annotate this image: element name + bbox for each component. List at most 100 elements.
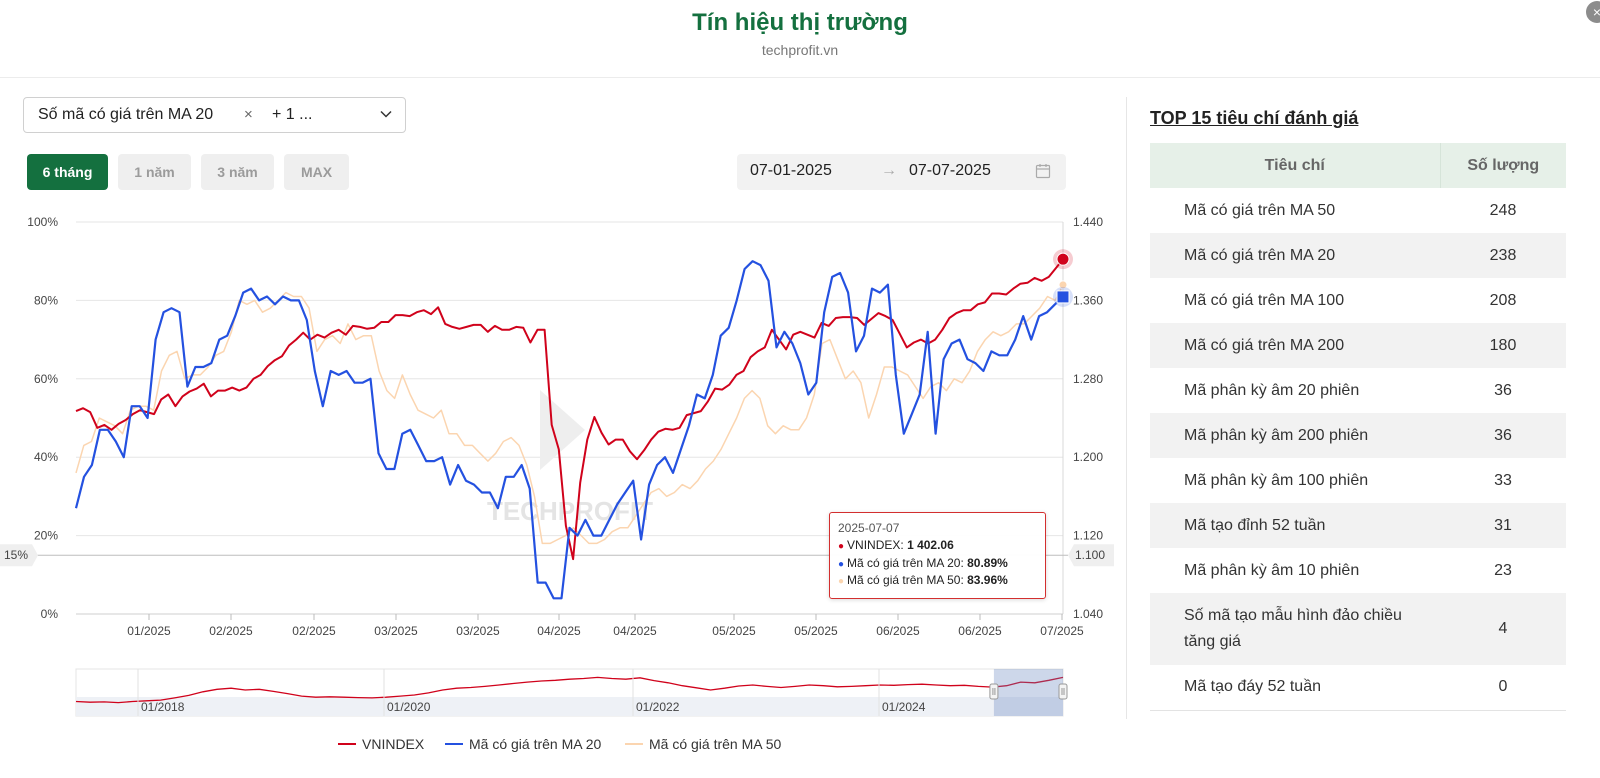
criteria-count: 0 <box>1440 665 1566 711</box>
criteria-count: 180 <box>1440 323 1566 368</box>
legend-line-icon <box>445 743 463 746</box>
table-row[interactable]: Mã có giá trên MA 200 180 <box>1150 323 1566 368</box>
x-tick-label: 05/2025 <box>712 624 756 638</box>
criteria-count: 36 <box>1494 381 1512 399</box>
column-header-criteria[interactable]: Tiêu chí <box>1150 143 1441 188</box>
metric-select[interactable]: Số mã có giá trên MA 20 × + 1 ... <box>23 97 406 133</box>
tooltip-label: Mã có giá trên MA 20: <box>847 556 968 570</box>
tooltip-value: 80.89% <box>967 556 1008 570</box>
y-right-tick-label: 1.440 <box>1073 215 1103 229</box>
remove-tag-icon[interactable]: × <box>244 106 253 123</box>
page-header: Tín hiệu thị trường techprofit.vn <box>0 0 1600 78</box>
criteria-count: 31 <box>1440 503 1566 548</box>
panel-divider <box>1126 97 1127 719</box>
table-row[interactable]: Mã phân kỳ âm 20 phiên 36 <box>1150 368 1566 413</box>
crosshair-right-label: 1.100 <box>1075 548 1105 562</box>
y-left-tick-label: 100% <box>27 215 58 229</box>
column-header-count[interactable]: Số lượng <box>1440 143 1566 188</box>
legend-line-icon <box>338 743 356 746</box>
y-right-tick-label: 1.360 <box>1073 293 1103 307</box>
criteria-name: Mã có giá trên MA 50 <box>1184 201 1336 219</box>
range-button-1y[interactable]: 1 năm <box>118 154 191 190</box>
table-row[interactable]: Mã có giá trên MA 100 208 <box>1150 278 1566 323</box>
range-button-3y[interactable]: 3 năm <box>201 154 274 190</box>
criteria-count: 23 <box>1494 561 1512 579</box>
more-tags-label: + 1 ... <box>272 106 313 123</box>
date-arrow: → <box>881 162 897 179</box>
navigator-selection <box>993 669 1063 716</box>
legend-label: Mã có giá trên MA 20 <box>469 736 602 752</box>
tooltip-label: VNINDEX: <box>847 538 908 552</box>
x-tick-label: 01/2025 <box>127 624 171 638</box>
criteria-name: Mã phân kỳ âm 100 phiên <box>1184 471 1369 489</box>
x-tick-label: 05/2025 <box>794 624 838 638</box>
legend-item-vnindex[interactable]: VNINDEX <box>338 736 424 752</box>
range-button-max[interactable]: MAX <box>284 154 349 190</box>
date-range-picker[interactable]: 07-01-2025 → 07-07-2025 <box>737 154 1066 190</box>
table-row[interactable]: Mã phân kỳ âm 100 phiên 33 <box>1150 458 1566 503</box>
table-row[interactable]: Mã phân kỳ âm 10 phiên 23 <box>1150 548 1566 593</box>
x-tick-label: 02/2025 <box>292 624 336 638</box>
y-left-tick-label: 60% <box>34 372 58 386</box>
criteria-count: 4 <box>1440 593 1566 665</box>
navigator-tick-label: 01/2018 <box>141 700 185 714</box>
range-button-6m[interactable]: 6 tháng <box>27 154 108 190</box>
calendar-icon[interactable] <box>1035 163 1051 179</box>
criteria-name: Số mã tạo mẫu hình đảo chiều tăng giá <box>1150 593 1440 665</box>
x-tick-label: 04/2025 <box>537 624 581 638</box>
criteria-count: 248 <box>1489 201 1517 219</box>
end-date-input[interactable]: 07-07-2025 <box>909 162 991 179</box>
legend-line-icon <box>625 743 643 746</box>
criteria-name: Mã phân kỳ âm 10 phiên <box>1184 561 1360 579</box>
tooltip-value: 1 402.06 <box>907 538 954 552</box>
criteria-count: 33 <box>1494 471 1512 489</box>
table-row[interactable]: Mã có giá trên MA 50 248 <box>1150 188 1566 233</box>
page-subtitle: techprofit.vn <box>761 42 839 58</box>
x-tick-label: 06/2025 <box>958 624 1002 638</box>
navigator-handle-right[interactable] <box>1058 683 1068 700</box>
navigator-handle-left[interactable] <box>989 683 999 700</box>
ma50-end-marker <box>1058 280 1068 290</box>
crosshair-left-label: 15% <box>4 548 28 562</box>
y-right-tick-label: 1.280 <box>1073 372 1103 386</box>
y-left-tick-label: 40% <box>34 450 58 464</box>
criteria-name: Mã có giá trên MA 100 <box>1184 291 1345 309</box>
table-row[interactable]: Mã phân kỳ âm 200 phiên 36 <box>1150 413 1566 458</box>
table-row[interactable]: Mã tạo đáy 52 tuần 0 <box>1150 665 1566 711</box>
legend-item-ma50[interactable]: Mã có giá trên MA 50 <box>625 736 781 752</box>
criteria-name: Mã có giá trên MA 20 <box>1150 233 1440 278</box>
crosshair-right-badge <box>1068 544 1114 567</box>
legend-label: VNINDEX <box>362 736 425 752</box>
criteria-count: 208 <box>1489 291 1517 309</box>
start-date-input[interactable]: 07-01-2025 <box>750 162 832 179</box>
x-tick-label: 02/2025 <box>209 624 253 638</box>
series-line-vnindex <box>75 258 1064 561</box>
ma50-dot-icon: ● <box>838 576 845 587</box>
criteria-name: Mã phân kỳ âm 200 phiên <box>1150 413 1440 458</box>
table-row[interactable]: Mã tạo đỉnh 52 tuần 31 <box>1150 503 1566 548</box>
criteria-name: Mã phân kỳ âm 20 phiên <box>1184 381 1360 399</box>
navigator-band <box>76 697 1063 716</box>
chevron-down-icon[interactable] <box>379 107 393 121</box>
y-right-tick-label: 1.040 <box>1073 607 1103 621</box>
table-row[interactable]: Mã có giá trên MA 20 238 <box>1150 233 1566 278</box>
legend-label: Mã có giá trên MA 50 <box>649 736 782 752</box>
tooltip-date: 2025-07-07 <box>838 521 900 535</box>
market-signal-chart[interactable]: TECHPROFIT 0% 20% 40% 60% 80% 100% 1.040 1.120… <box>0 200 1120 730</box>
crosshair-left-badge <box>0 544 38 567</box>
selected-metric-tag: Số mã có giá trên MA 20 <box>38 106 214 123</box>
y-right-tick-label: 1.200 <box>1073 450 1103 464</box>
table-row[interactable]: Số mã tạo mẫu hình đảo chiều tăng giá 4 <box>1150 593 1566 665</box>
page-title: Tín hiệu thị trường <box>692 9 908 36</box>
navigator-tick-label: 01/2024 <box>882 700 926 714</box>
legend-item-ma20[interactable]: Mã có giá trên MA 20 <box>445 736 601 752</box>
close-icon[interactable]: × <box>1586 1 1600 23</box>
ma20-dot-icon: ● <box>838 559 845 570</box>
criteria-table: Tiêu chí Số lượng Mã có giá trên MA 50 24… <box>1150 143 1566 711</box>
criteria-name: Mã tạo đáy 52 tuần <box>1150 665 1440 711</box>
criteria-name: Mã có giá trên MA 200 <box>1150 323 1440 368</box>
y-left-tick-label: 80% <box>34 293 58 307</box>
series-line-ma20 <box>74 260 1064 600</box>
x-tick-label: 06/2025 <box>876 624 920 638</box>
tooltip-label: Mã có giá trên MA 50: <box>847 573 968 587</box>
